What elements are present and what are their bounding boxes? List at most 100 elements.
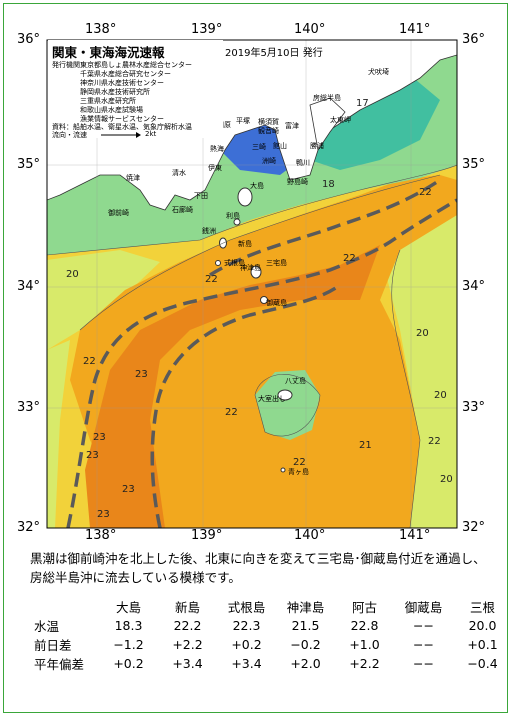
island-shikinejima <box>216 261 221 266</box>
place-label: 太東岬 <box>330 115 351 124</box>
temp-label: 21 <box>359 440 372 451</box>
place-label: 青ヶ島 <box>288 467 309 476</box>
temp-label: 22 <box>225 407 238 418</box>
temp-label: 18 <box>322 179 335 190</box>
place-label: 野島崎 <box>287 177 308 186</box>
temp-label: 17 <box>356 98 369 109</box>
temp-label: 22 <box>428 436 441 447</box>
table-cell: +3.4 <box>158 654 217 673</box>
place-label: 神津島 <box>240 263 261 272</box>
lon-label: 140° <box>294 528 325 543</box>
place-label: 利島 <box>226 211 240 220</box>
lat-label: 35° <box>462 157 485 172</box>
table-cell: −0.4 <box>453 654 512 673</box>
temp-label: 20 <box>66 269 79 280</box>
issue-date: 2019年5月10日 発行 <box>225 44 323 59</box>
place-label: 下田 <box>194 192 208 200</box>
table-cell: 22.8 <box>335 616 394 635</box>
temp-label: 23 <box>97 509 110 520</box>
column-header: 三根 <box>453 597 512 616</box>
table-row: 前日差 −1.2 +2.2 +0.2 −0.2 +1.0 −− +0.1 <box>34 635 512 654</box>
row-label: 水温 <box>34 616 99 635</box>
table-cell: +2.0 <box>276 654 335 673</box>
table-cell: +0.2 <box>217 635 276 654</box>
place-label: 大室出し <box>258 394 286 403</box>
lon-label: 139° <box>191 22 222 37</box>
place-label: 富津 <box>285 121 299 130</box>
table-cell: 22.3 <box>217 616 276 635</box>
temp-label: 20 <box>440 474 453 485</box>
temp-label: 20 <box>434 390 447 401</box>
place-label: 熱海 <box>210 144 224 153</box>
observation-table: 大島 新島 式根島 神津島 阿古 御蔵島 三根 水温 18.3 22.2 22.… <box>34 597 512 673</box>
place-label: 銭洲 <box>202 226 216 235</box>
table-row: 平年偏差 +0.2 +3.4 +3.4 +2.0 +2.2 −− −0.4 <box>34 654 512 673</box>
column-header: 新島 <box>158 597 217 616</box>
place-label: 清水 <box>172 168 186 177</box>
place-label: 八丈島 <box>285 376 306 385</box>
table-cell: +3.4 <box>217 654 276 673</box>
table-cell: −− <box>394 635 453 654</box>
place-label: 平塚 <box>236 116 250 125</box>
column-header: 式根島 <box>217 597 276 616</box>
place-label: 観音崎 <box>258 126 279 135</box>
lat-label: 34° <box>462 279 485 294</box>
table-corner <box>34 597 99 616</box>
temp-label: 22 <box>419 187 432 198</box>
place-label: 御蔵島 <box>266 298 287 307</box>
table-cell: −− <box>394 616 453 635</box>
table-cell: −− <box>394 654 453 673</box>
place-label: 御前崎 <box>108 208 129 217</box>
table-cell: 21.5 <box>276 616 335 635</box>
island-oshima <box>238 188 252 206</box>
lon-label: 139° <box>191 528 222 543</box>
temp-label: 22 <box>293 457 306 468</box>
description-text: 黒潮は御前崎沖を北上した後、北東に向きを変えて三宅島･御蔵島付近を通過し、房総半… <box>30 549 490 587</box>
table-cell: −1.2 <box>99 635 158 654</box>
temp-label: 23 <box>122 484 135 495</box>
table-cell: +0.1 <box>453 635 512 654</box>
place-label: 三宅島 <box>266 258 287 267</box>
place-label: 新島 <box>238 239 252 248</box>
temp-label: 22 <box>83 356 96 367</box>
table-cell: 20.0 <box>453 616 512 635</box>
current-legend-value: 2kt <box>145 130 156 138</box>
place-label: 三崎 <box>252 142 266 151</box>
lat-label: 36° <box>17 32 40 47</box>
current-arrow-icon <box>100 131 142 139</box>
table-cell: +1.0 <box>335 635 394 654</box>
column-header: 阿古 <box>335 597 394 616</box>
lat-label: 34° <box>17 279 40 294</box>
temp-label: 22 <box>205 274 218 285</box>
place-label: 館山 <box>273 141 287 150</box>
table-cell: +2.2 <box>335 654 394 673</box>
place-label: 犬吠埼 <box>368 67 389 76</box>
lat-label: 32° <box>17 520 40 535</box>
temp-label: 23 <box>86 450 99 461</box>
column-header: 大島 <box>99 597 158 616</box>
place-label: 勝浦 <box>310 141 324 150</box>
column-header: 御蔵島 <box>394 597 453 616</box>
island-aogashima <box>281 468 285 472</box>
lon-label: 140° <box>294 22 325 37</box>
table-row: 水温 18.3 22.2 22.3 21.5 22.8 −− 20.0 <box>34 616 512 635</box>
place-label: 大島 <box>250 181 264 190</box>
table-cell: 18.3 <box>99 616 158 635</box>
lat-label: 33° <box>17 400 40 415</box>
temp-label: 20 <box>416 328 429 339</box>
lat-label: 33° <box>462 400 485 415</box>
place-label: 横須賀 <box>258 117 279 126</box>
temp-label: 23 <box>135 369 148 380</box>
place-label: 鴨川 <box>296 158 310 167</box>
table-header-row: 大島 新島 式根島 神津島 阿古 御蔵島 三根 <box>34 597 512 616</box>
column-header: 神津島 <box>276 597 335 616</box>
map-title: 関東・東海海況速報 <box>52 42 165 61</box>
row-label: 平年偏差 <box>34 654 99 673</box>
table-cell: 22.2 <box>158 616 217 635</box>
lon-label: 138° <box>85 22 116 37</box>
place-label: 洲崎 <box>262 156 276 165</box>
current-legend-label: 流向・流速 <box>52 130 87 140</box>
temp-label: 22 <box>343 253 356 264</box>
lat-label: 36° <box>462 32 485 47</box>
lat-label: 32° <box>462 520 485 535</box>
